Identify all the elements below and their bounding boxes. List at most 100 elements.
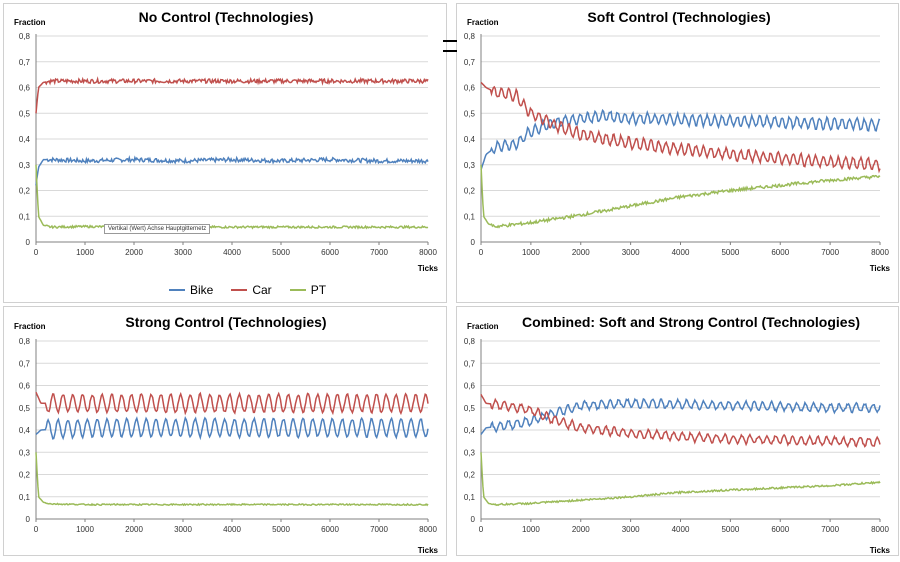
series-line-bike (35, 415, 429, 441)
legend-label-bike: Bike (190, 283, 214, 297)
x-tick-label: 5000 (721, 248, 739, 257)
chart-legend: Bike Car PT (169, 283, 326, 297)
panel-divider-mark (443, 50, 457, 52)
y-tick-label: 0,4 (464, 426, 476, 435)
x-tick-label: 3000 (622, 525, 640, 534)
chart-panel-no-control: No Control (Technologies) Fraction Ticks… (3, 3, 447, 303)
x-tick-label: 2000 (572, 525, 590, 534)
y-tick-label: 0,8 (464, 32, 476, 41)
y-tick-label: 0,2 (464, 471, 476, 480)
chart-panel-strong-control: Strong Control (Technologies) Fraction T… (3, 306, 447, 556)
y-tick-label: 0,2 (464, 187, 476, 196)
y-tick-label: 0,8 (19, 32, 31, 41)
series-line-pt (480, 164, 881, 229)
chart-svg-soft-control: Soft Control (Technologies) Fraction Tic… (464, 9, 891, 273)
x-tick-label: 6000 (771, 525, 789, 534)
y-tick-label: 0,3 (19, 448, 31, 457)
chart-title: Combined: Soft and Strong Control (Techn… (522, 314, 860, 330)
chart-svg-no-control: No Control (Technologies) Fraction Ticks… (14, 9, 439, 273)
x-axis-label: Ticks (870, 264, 891, 273)
x-tick-label: 4000 (672, 525, 690, 534)
x-tick-label: 8000 (871, 248, 889, 257)
series-line-bike (480, 397, 881, 435)
x-tick-label: 7000 (821, 525, 839, 534)
y-tick-label: 0,6 (19, 84, 31, 93)
y-tick-label: 0,1 (464, 493, 476, 502)
x-tick-label: 0 (34, 525, 39, 534)
x-tick-label: 2000 (125, 525, 143, 534)
y-tick-label: 0,7 (464, 359, 476, 368)
y-tick-label: 0,1 (19, 493, 31, 502)
x-tick-label: 2000 (572, 248, 590, 257)
series-line-car (35, 391, 429, 416)
x-tick-label: 3000 (174, 525, 192, 534)
y-tick-label: 0,4 (19, 135, 31, 144)
chart-panel-combined-control: Combined: Soft and Strong Control (Techn… (456, 306, 899, 556)
y-tick-label: 0,5 (464, 109, 476, 118)
y-axis-label: Fraction (14, 322, 46, 331)
x-tick-label: 4000 (672, 248, 690, 257)
y-tick-label: 0,3 (464, 161, 476, 170)
plot-area: 0 0,1 0,2 0,3 0,4 0,5 0,6 0,7 0,8 0 1000 2000 3000 40… (19, 32, 438, 257)
y-tick-label: 0,3 (19, 161, 31, 170)
y-tick-label: 0,7 (19, 359, 31, 368)
plot-area: 0 0,1 0,2 0,3 0,4 0,5 0,6 0,7 0,8 0 1000 2000 3000 40… (464, 32, 890, 257)
x-tick-label: 2000 (125, 248, 143, 257)
x-tick-label: 6000 (771, 248, 789, 257)
y-tick-label: 0,8 (464, 337, 476, 346)
y-tick-label: 0,5 (464, 404, 476, 413)
x-tick-label: 3000 (622, 248, 640, 257)
x-tick-label: 1000 (522, 248, 540, 257)
y-tick-label: 0,4 (464, 135, 476, 144)
legend-label-car: Car (252, 283, 272, 297)
series-line-pt (480, 452, 881, 507)
legend-swatch-bike (169, 289, 185, 291)
legend-item-bike: Bike (169, 283, 213, 297)
chart-title: Strong Control (Technologies) (125, 314, 326, 330)
y-tick-label: 0,1 (19, 212, 31, 221)
x-tick-label: 4000 (223, 525, 241, 534)
y-axis-label: Fraction (14, 18, 46, 27)
y-tick-label: 0 (26, 238, 31, 247)
series-line-car (480, 81, 881, 174)
legend-swatch-car (231, 289, 248, 291)
chart-title: No Control (Technologies) (139, 9, 314, 25)
x-tick-label: 7000 (370, 248, 388, 257)
chart-svg-combined-control: Combined: Soft and Strong Control (Techn… (464, 314, 891, 555)
y-tick-label: 0,1 (464, 212, 476, 221)
x-tick-label: 1000 (522, 525, 540, 534)
x-tick-label: 8000 (419, 248, 437, 257)
chart-panel-soft-control: Soft Control (Technologies) Fraction Tic… (456, 3, 899, 303)
x-tick-label: 5000 (272, 525, 290, 534)
legend-swatch-pt (289, 289, 306, 291)
x-tick-label: 1000 (76, 248, 94, 257)
y-tick-label: 0 (471, 515, 476, 524)
y-tick-label: 0,4 (19, 426, 31, 435)
x-tick-label: 4000 (223, 248, 241, 257)
gridline-tooltip: Vertikal (Wert) Achse Hauptgitternetz (104, 224, 211, 234)
y-tick-label: 0,7 (464, 58, 476, 67)
y-axis-label: Fraction (467, 18, 499, 27)
x-tick-label: 8000 (419, 525, 437, 534)
y-tick-label: 0,2 (19, 471, 31, 480)
series-line-car (480, 394, 881, 449)
x-tick-label: 6000 (321, 248, 339, 257)
y-tick-label: 0 (471, 238, 476, 247)
legend-item-car: Car (231, 283, 272, 297)
x-tick-label: 5000 (721, 525, 739, 534)
chart-svg-strong-control: Strong Control (Technologies) Fraction T… (14, 314, 439, 555)
x-tick-label: 6000 (321, 525, 339, 534)
plot-area: 0 0,1 0,2 0,3 0,4 0,5 0,6 0,7 0,8 0 1000 2000 3000 40… (19, 337, 438, 534)
legend-label-pt: PT (310, 283, 327, 297)
x-tick-label: 5000 (272, 248, 290, 257)
y-tick-label: 0,6 (464, 382, 476, 391)
y-tick-label: 0,3 (464, 448, 476, 457)
x-axis-label: Ticks (870, 546, 891, 555)
panel-divider-mark (443, 40, 457, 42)
series-line-car (35, 76, 429, 114)
series-line-pt (35, 164, 429, 230)
y-axis-label: Fraction (467, 322, 499, 331)
y-tick-label: 0,5 (19, 109, 31, 118)
x-tick-label: 0 (34, 248, 39, 257)
chart-title: Soft Control (Technologies) (587, 9, 770, 25)
